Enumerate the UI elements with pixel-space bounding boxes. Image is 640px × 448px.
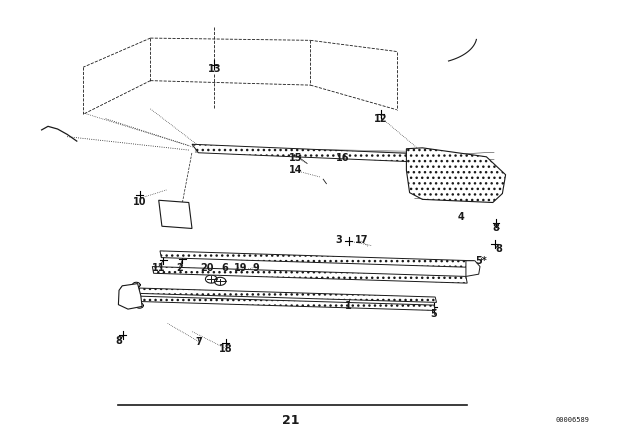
Text: 5*: 5* xyxy=(476,256,487,266)
Polygon shape xyxy=(124,296,435,310)
Polygon shape xyxy=(466,261,480,276)
Text: 2: 2 xyxy=(177,263,183,273)
Text: 4: 4 xyxy=(458,212,464,222)
Text: 13: 13 xyxy=(207,65,221,74)
Polygon shape xyxy=(406,148,506,202)
Polygon shape xyxy=(152,267,467,283)
Polygon shape xyxy=(160,251,475,267)
Text: 8: 8 xyxy=(496,244,502,254)
Text: 6: 6 xyxy=(221,263,228,273)
Text: 12: 12 xyxy=(374,114,388,124)
Text: 21: 21 xyxy=(282,414,300,427)
Text: 14: 14 xyxy=(289,165,303,175)
Text: 17: 17 xyxy=(355,235,369,245)
Text: 00006589: 00006589 xyxy=(556,417,590,423)
Text: 9: 9 xyxy=(253,263,259,273)
Polygon shape xyxy=(192,144,422,162)
Text: 15: 15 xyxy=(289,153,303,163)
Text: 3: 3 xyxy=(336,235,342,245)
Polygon shape xyxy=(125,288,436,302)
Text: 8: 8 xyxy=(116,336,122,346)
Text: 8: 8 xyxy=(493,224,499,233)
Text: 11: 11 xyxy=(152,263,166,273)
Text: 5: 5 xyxy=(431,310,437,319)
Polygon shape xyxy=(118,284,142,309)
Text: 10: 10 xyxy=(132,198,147,207)
Text: 1: 1 xyxy=(346,301,352,310)
Text: 20: 20 xyxy=(200,263,214,273)
Text: 18: 18 xyxy=(219,345,233,354)
Text: 19: 19 xyxy=(234,263,248,273)
Polygon shape xyxy=(159,200,192,228)
Text: 16: 16 xyxy=(336,153,350,163)
Text: 7: 7 xyxy=(195,337,202,347)
